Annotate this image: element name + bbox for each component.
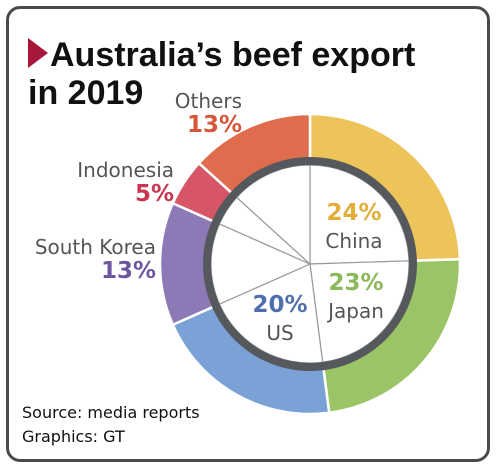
slice-value-others: 13% <box>187 112 242 138</box>
slice-name-south-korea: South Korea <box>35 235 156 259</box>
ring-border <box>203 157 417 371</box>
pie-wedge-others <box>235 164 311 266</box>
slice-name-indonesia: Indonesia <box>77 158 174 182</box>
slice-name-us: US <box>266 321 293 345</box>
pie-wedge-us <box>218 263 324 364</box>
slice-name-japan: Japan <box>326 299 384 323</box>
slice-value-china: 24% <box>326 200 381 226</box>
slice-value-south-korea: 13% <box>101 258 156 284</box>
source-note: Source: media reports <box>22 403 200 422</box>
pie-wedge-china <box>309 164 410 265</box>
chart-title-line1: Australia’s beef export <box>50 36 415 74</box>
graphics-credit: Graphics: GT <box>22 427 125 446</box>
slice-value-japan: 23% <box>328 270 383 296</box>
slice-name-others: Others <box>175 89 242 113</box>
slice-value-us: 20% <box>252 292 307 318</box>
slice-name-china: China <box>325 229 382 253</box>
chart-title-line2: in 2019 <box>28 74 143 112</box>
pie-wedge-japan <box>309 260 410 363</box>
outer-ring <box>158 112 462 416</box>
inner-pie <box>210 164 410 364</box>
slice-value-indonesia: 5% <box>135 181 174 207</box>
title-triangle-icon <box>28 38 48 68</box>
